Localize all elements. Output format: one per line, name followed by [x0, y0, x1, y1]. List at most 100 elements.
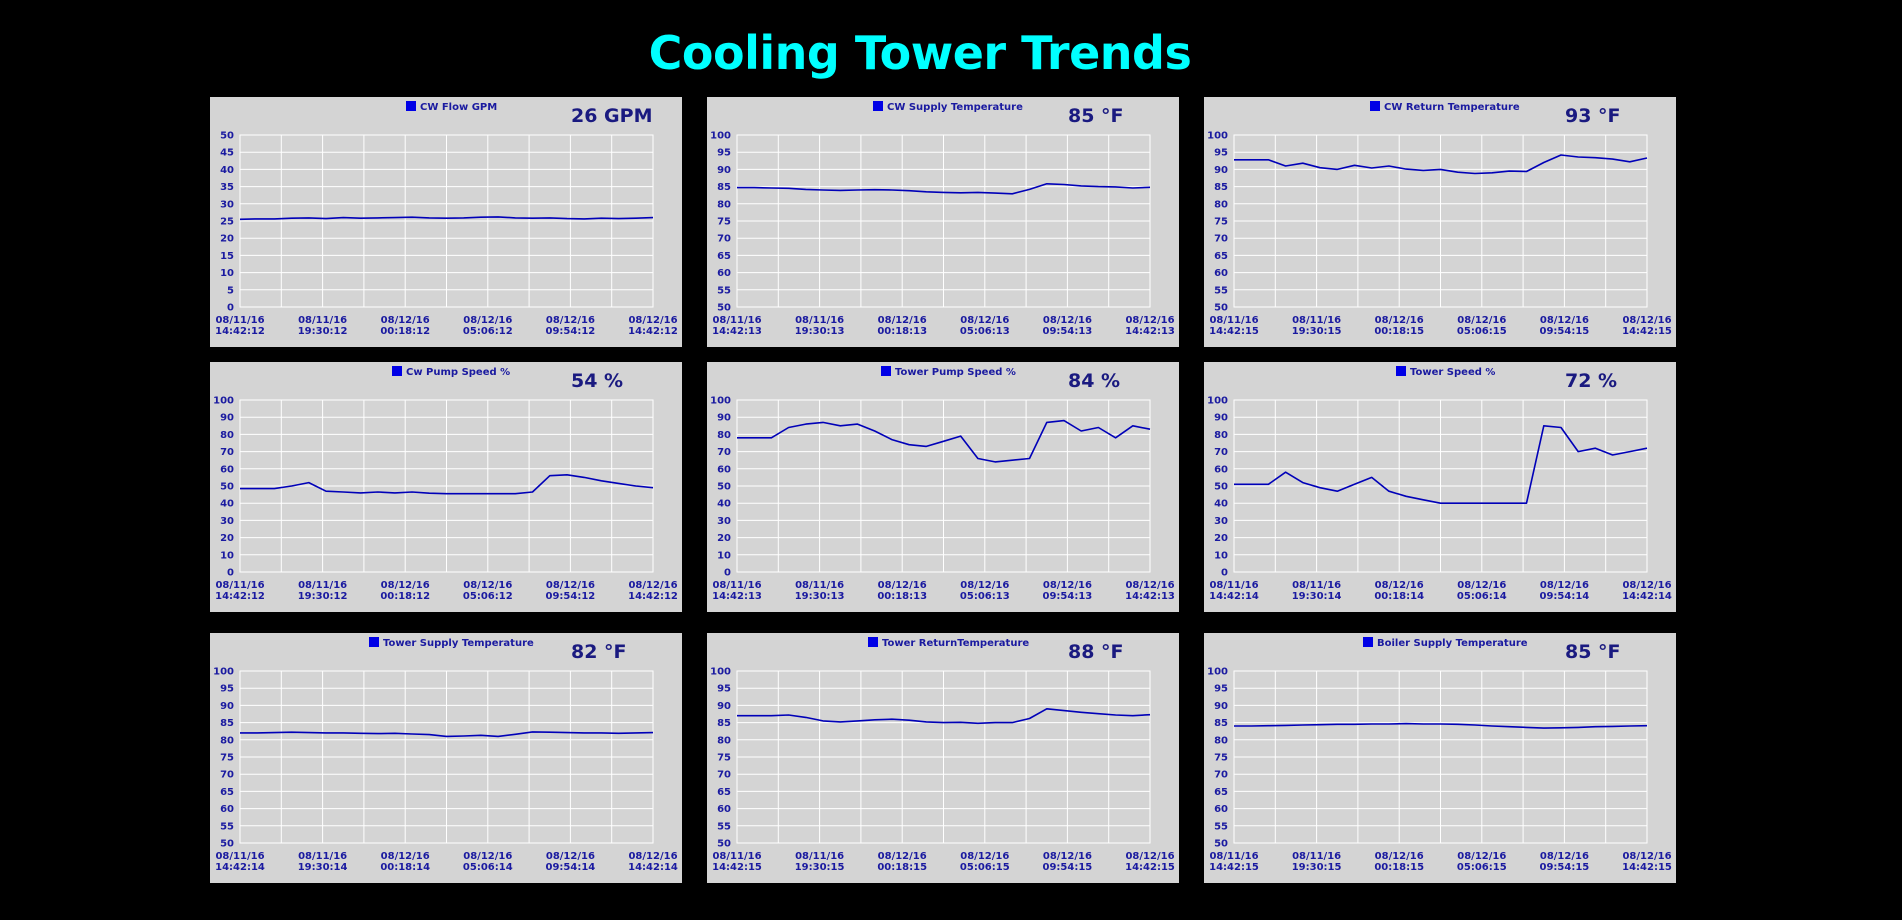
y-tick-label: 30: [220, 516, 234, 527]
chart-legend: Tower Pump Speed %: [881, 366, 1016, 380]
x-tick-label: 08/11/16 14:42:13: [712, 580, 762, 602]
y-tick-label: 0: [227, 303, 234, 314]
x-tick-date: 08/11/16: [1292, 315, 1341, 326]
x-tick-time: 05:06:15: [960, 862, 1010, 873]
y-tick-label: 65: [220, 787, 234, 798]
x-tick-time: 19:30:15: [795, 862, 845, 873]
y-tick-label: 20: [220, 533, 234, 544]
x-tick-time: 19:30:12: [298, 326, 348, 337]
x-tick-date: 08/12/16: [1125, 580, 1174, 591]
y-tick-label: 75: [717, 753, 731, 764]
y-tick-label: 50: [717, 482, 731, 493]
y-tick-label: 90: [1214, 413, 1228, 424]
series-line: [737, 419, 1151, 463]
y-tick-label: 60: [220, 804, 234, 815]
x-tick-time: 00:18:14: [1374, 591, 1424, 602]
x-tick-time: 09:54:13: [1043, 591, 1093, 602]
x-tick-time: 14:42:12: [628, 591, 678, 602]
series-line: [737, 708, 1151, 725]
current-value-readout: 26 GPM: [571, 105, 653, 127]
y-tick-label: 95: [717, 148, 731, 159]
x-tick-time: 09:54:14: [546, 862, 596, 873]
trend-chart-panel: Tower ReturnTemperature 88 °F 100 95 90 85 80 7…: [707, 633, 1179, 883]
series-line: [239, 216, 654, 221]
legend-swatch: [406, 101, 416, 111]
x-tick-label: 08/12/16 09:54:15: [1540, 315, 1590, 337]
x-tick-time: 19:30:13: [795, 326, 845, 337]
current-value-readout: 85 °F: [1068, 105, 1124, 127]
x-tick-date: 08/11/16: [215, 580, 264, 591]
x-tick-label: 08/12/16 00:18:14: [380, 851, 430, 873]
x-tick-label: 08/11/16 19:30:15: [1292, 851, 1342, 873]
y-tick-label: 70: [1214, 770, 1228, 781]
x-tick-time: 19:30:15: [1292, 326, 1342, 337]
y-tick-label: 50: [717, 303, 731, 314]
y-tick-label: 60: [717, 268, 731, 279]
x-tick-label: 08/11/16 14:42:12: [215, 315, 265, 337]
legend-label: Tower Speed %: [1410, 367, 1496, 378]
y-tick-label: 65: [717, 787, 731, 798]
series-line: [1234, 424, 1648, 504]
series-line: [1234, 722, 1648, 729]
y-tick-label: 0: [724, 568, 731, 579]
x-tick-date: 08/11/16: [1292, 851, 1341, 862]
x-tick-label: 08/12/16 09:54:14: [1540, 580, 1590, 602]
x-tick-date: 08/12/16: [381, 315, 430, 326]
legend-label: Cw Pump Speed %: [406, 367, 511, 378]
x-tick-label: 08/11/16 14:42:14: [215, 851, 265, 873]
y-tick-label: 70: [1214, 234, 1228, 245]
legend-swatch: [392, 366, 402, 376]
y-tick-label: 80: [717, 199, 731, 210]
x-tick-label: 08/12/16 14:42:12: [628, 580, 678, 602]
trend-chart-panel: CW Flow GPM 26 GPM 50 45 40 35 30 25 20 15 10 5 0 08/…: [210, 97, 682, 347]
x-tick-date: 08/12/16: [1125, 851, 1174, 862]
x-tick-time: 05:06:15: [1457, 862, 1507, 873]
trend-chart-panel: Tower Pump Speed % 84 % 100 90 80 70 60 50 40 30 2…: [707, 362, 1179, 612]
x-tick-date: 08/12/16: [878, 315, 927, 326]
x-tick-time: 19:30:14: [298, 862, 348, 873]
series-line: [1234, 154, 1648, 175]
y-tick-label: 55: [1214, 285, 1228, 296]
y-tick-label: 95: [717, 684, 731, 695]
legend-swatch: [369, 637, 379, 647]
legend-label: CW Supply Temperature: [887, 102, 1023, 113]
y-tick-label: 10: [220, 268, 234, 279]
y-tick-label: 60: [1214, 464, 1228, 475]
x-tick-date: 08/12/16: [546, 580, 595, 591]
x-tick-date: 08/11/16: [298, 580, 347, 591]
y-tick-label: 40: [717, 499, 731, 510]
trend-chart-panel: Boiler Supply Temperature 85 °F 100 95 90 85 8…: [1204, 633, 1676, 883]
y-tick-label: 40: [220, 499, 234, 510]
x-tick-label: 08/12/16 05:06:12: [463, 580, 513, 602]
x-tick-time: 14:42:15: [1209, 862, 1259, 873]
y-tick-label: 80: [1214, 430, 1228, 441]
x-tick-date: 08/12/16: [960, 580, 1009, 591]
y-tick-label: 70: [220, 447, 234, 458]
x-tick-time: 05:06:13: [960, 591, 1010, 602]
x-tick-date: 08/12/16: [1375, 315, 1424, 326]
x-tick-time: 09:54:15: [1540, 326, 1590, 337]
x-tick-date: 08/12/16: [1622, 851, 1671, 862]
x-tick-time: 14:42:12: [215, 591, 265, 602]
x-tick-time: 00:18:14: [380, 862, 430, 873]
y-tick-label: 100: [710, 131, 731, 142]
x-tick-date: 08/12/16: [1622, 580, 1671, 591]
x-tick-date: 08/11/16: [795, 580, 844, 591]
legend-swatch: [1363, 637, 1373, 647]
x-tick-time: 19:30:14: [1292, 591, 1342, 602]
series-line: [240, 474, 654, 495]
x-tick-label: 08/12/16 09:54:15: [1540, 851, 1590, 873]
x-tick-label: 08/11/16 19:30:14: [298, 851, 348, 873]
y-tick-label: 10: [1214, 550, 1228, 561]
current-value-readout: 82 °F: [571, 641, 627, 663]
x-tick-date: 08/11/16: [298, 851, 347, 862]
legend-swatch: [873, 101, 883, 111]
y-tick-label: 90: [220, 413, 234, 424]
x-tick-date: 08/12/16: [1043, 851, 1092, 862]
x-tick-label: 08/11/16 19:30:12: [298, 580, 348, 602]
x-tick-label: 08/11/16 14:42:15: [1209, 315, 1259, 337]
y-tick-label: 100: [710, 667, 731, 678]
